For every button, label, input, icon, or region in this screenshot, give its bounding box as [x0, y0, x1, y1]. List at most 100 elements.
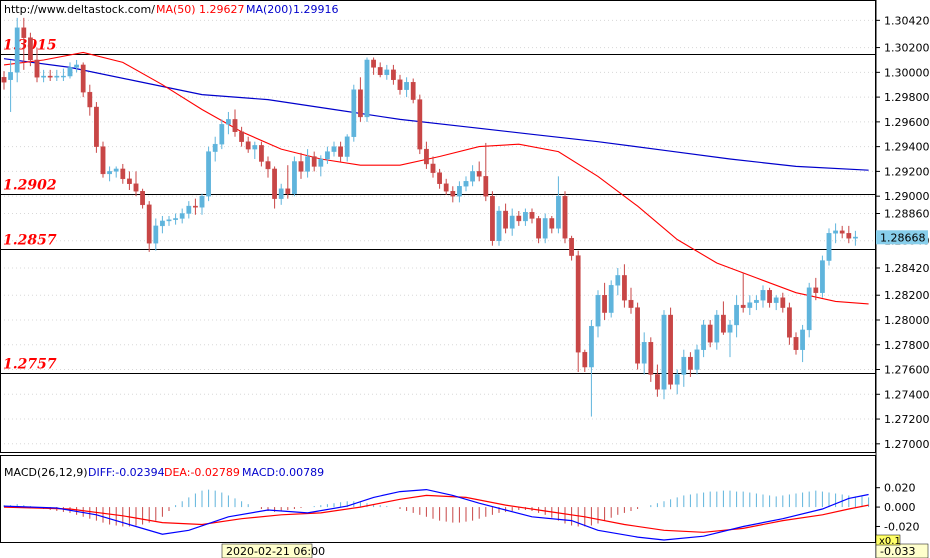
candle-body — [760, 290, 766, 301]
macd-bottom-tag — [875, 543, 929, 558]
candle-body — [483, 176, 489, 197]
candle-body — [450, 191, 456, 197]
candle-body — [41, 75, 47, 78]
candle-body — [212, 143, 218, 152]
candle-body — [740, 304, 746, 308]
candle-body — [331, 146, 337, 152]
candle — [186, 201, 192, 219]
candle-body — [549, 218, 555, 229]
candle — [325, 146, 330, 164]
candle — [608, 280, 614, 318]
candle — [358, 77, 363, 122]
candle — [496, 206, 502, 246]
candle — [252, 141, 258, 160]
candle-body — [800, 329, 806, 350]
candle — [364, 57, 370, 122]
candle — [41, 69, 47, 83]
candle — [701, 319, 707, 358]
candle — [47, 69, 53, 82]
candle — [34, 47, 40, 83]
candle — [767, 287, 773, 308]
candle — [721, 301, 726, 335]
candle-body — [661, 314, 667, 390]
candle — [668, 307, 674, 390]
candle — [628, 287, 634, 314]
macd-tick-label: 0.000 — [884, 501, 916, 514]
candle — [622, 264, 627, 308]
candle — [549, 215, 555, 234]
candle — [615, 267, 621, 296]
candle — [575, 250, 581, 372]
candle-body — [34, 59, 40, 78]
candle-body — [245, 141, 251, 150]
candle — [377, 62, 383, 78]
macd-dea-line — [3, 494, 869, 533]
candle — [199, 193, 205, 215]
candle-body — [47, 75, 53, 78]
candle — [192, 198, 198, 215]
candle — [780, 292, 786, 313]
candle — [126, 171, 132, 190]
candle-body — [437, 172, 442, 184]
candle — [153, 218, 159, 251]
candle-body — [773, 297, 779, 303]
price-tick-label: 1.28000 — [884, 314, 930, 327]
candle-body — [338, 146, 343, 157]
candle-body — [61, 75, 66, 78]
candle-body — [721, 314, 726, 333]
candle-body — [542, 218, 548, 239]
candle — [93, 102, 99, 153]
moving-averages — [3, 51, 869, 305]
candle-body — [622, 275, 627, 301]
candle-body — [443, 183, 449, 192]
macd-tick-label: 0.020 — [884, 482, 916, 495]
candle-body — [536, 218, 542, 239]
candle — [793, 332, 799, 355]
candle-body — [318, 158, 324, 167]
candle — [259, 141, 264, 167]
candle-body — [529, 212, 535, 219]
candle — [113, 166, 119, 178]
candle-body — [470, 171, 475, 182]
price-tick-label: 1.29800 — [884, 91, 930, 104]
candle — [470, 165, 475, 187]
candle — [846, 225, 852, 244]
ma200-value: 1.29916 — [293, 3, 339, 16]
candle — [773, 295, 779, 311]
candle-body — [153, 225, 159, 244]
candle — [740, 272, 746, 313]
candle — [166, 215, 172, 226]
macd-bottom-value: -0.033 — [880, 545, 915, 558]
zoom-badge[interactable] — [875, 534, 901, 546]
candle-body — [589, 325, 594, 368]
candle — [483, 142, 489, 202]
candle-body — [54, 75, 60, 78]
candle-body — [516, 215, 522, 222]
price-tick-label: 1.29400 — [884, 141, 930, 154]
candle — [331, 141, 337, 157]
price-tick-label: 1.27400 — [884, 388, 930, 401]
candle — [569, 235, 575, 261]
candle — [100, 141, 106, 178]
candle-body — [476, 171, 482, 177]
candle — [542, 213, 548, 244]
candle — [714, 310, 720, 350]
candle — [556, 176, 561, 234]
candle-body — [793, 337, 799, 350]
candle-body — [780, 297, 786, 308]
candle — [503, 203, 508, 234]
ma200-line — [3, 58, 869, 171]
candle — [285, 165, 291, 199]
candle — [602, 282, 608, 320]
candle-body — [371, 59, 376, 68]
candle — [305, 149, 310, 178]
candle — [318, 155, 324, 177]
candle — [595, 290, 601, 338]
candle — [159, 215, 165, 234]
candle-body — [67, 67, 73, 77]
candle — [820, 255, 825, 298]
candle-body — [377, 67, 383, 76]
candle-body — [806, 287, 812, 331]
candle-body — [206, 151, 211, 197]
